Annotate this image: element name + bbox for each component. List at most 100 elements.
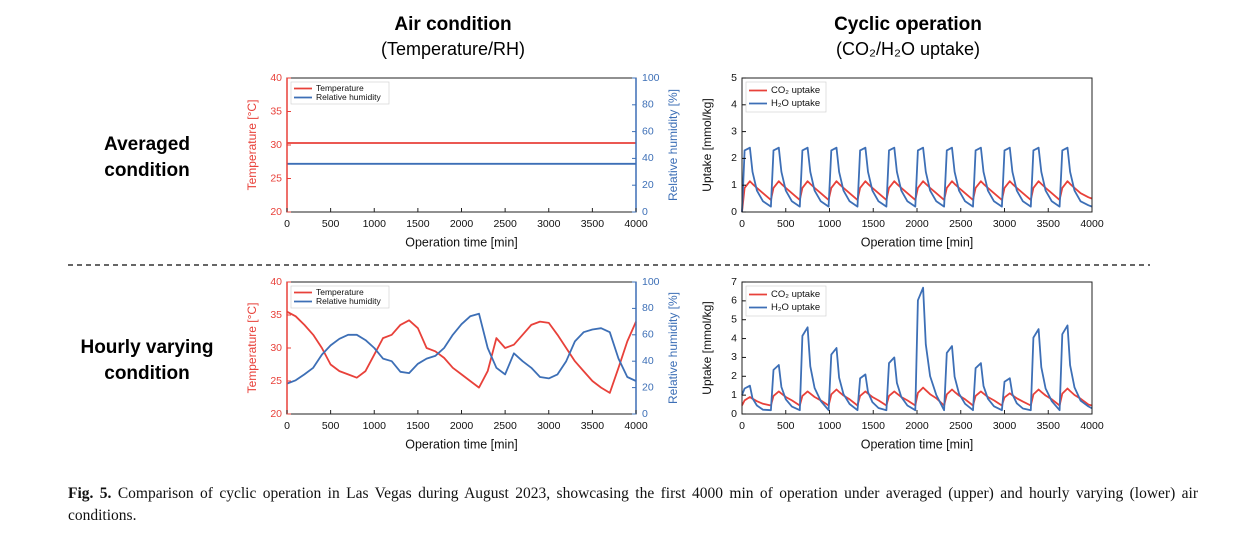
y-tick-label: 3 bbox=[731, 351, 737, 363]
y2-tick-label: 80 bbox=[642, 99, 654, 111]
legend-box bbox=[290, 285, 390, 309]
y-tick-label: 35 bbox=[270, 309, 282, 321]
column-subtitle: (CO₂/H₂O uptake) bbox=[836, 39, 980, 59]
x-tick-label: 2000 bbox=[450, 420, 474, 432]
x-tick-label: 3000 bbox=[993, 218, 1017, 230]
y2-tick-label: 0 bbox=[642, 206, 648, 218]
caption: Fig. 5. Comparison of cyclic operation i… bbox=[68, 483, 1198, 527]
y-tick-label: 25 bbox=[270, 375, 282, 387]
x-tick-label: 0 bbox=[284, 420, 290, 432]
y2-tick-label: 100 bbox=[642, 276, 660, 288]
y-tick-label: 5 bbox=[731, 313, 737, 325]
x-tick-label: 2000 bbox=[905, 218, 929, 230]
y-axis-label: Temperature [°C] bbox=[245, 303, 259, 394]
y-tick-label: 20 bbox=[270, 408, 282, 420]
legend-label: CO₂ uptake bbox=[771, 85, 820, 96]
x-tick-label: 0 bbox=[739, 218, 745, 230]
x-tick-label: 500 bbox=[322, 218, 340, 230]
y-tick-label: 4 bbox=[731, 99, 737, 111]
column-title: Cyclic operation bbox=[834, 14, 982, 35]
x-tick-label: 500 bbox=[322, 420, 340, 432]
x-tick-label: 1000 bbox=[818, 420, 842, 432]
x-tick-label: 2500 bbox=[949, 420, 973, 432]
y-tick-label: 20 bbox=[270, 206, 282, 218]
y-tick-label: 30 bbox=[270, 139, 282, 151]
x-tick-label: 2500 bbox=[493, 420, 517, 432]
legend-label: H₂O uptake bbox=[771, 302, 820, 313]
x-tick-label: 1000 bbox=[363, 218, 387, 230]
x-tick-label: 4000 bbox=[1080, 420, 1104, 432]
series-line bbox=[286, 310, 637, 394]
x-tick-label: 0 bbox=[739, 420, 745, 432]
y2-tick-label: 40 bbox=[642, 355, 654, 367]
legend-label: CO₂ uptake bbox=[771, 289, 820, 300]
y2-tick-label: 20 bbox=[642, 381, 654, 393]
x-tick-label: 3000 bbox=[993, 420, 1017, 432]
x-tick-label: 2000 bbox=[905, 420, 929, 432]
x-tick-label: 1500 bbox=[406, 218, 430, 230]
legend-box bbox=[745, 81, 827, 113]
y-tick-label: 35 bbox=[270, 105, 282, 117]
y2-axis-label: Relative humidity [%] bbox=[666, 292, 680, 404]
x-tick-label: 3000 bbox=[537, 420, 561, 432]
legend-label: Relative humidity bbox=[316, 296, 381, 306]
row-label: Averaged bbox=[104, 134, 190, 155]
y-tick-label: 30 bbox=[270, 342, 282, 354]
y-tick-label: 5 bbox=[731, 72, 737, 84]
x-tick-label: 1000 bbox=[363, 420, 387, 432]
series-line bbox=[286, 312, 637, 385]
y2-tick-label: 40 bbox=[642, 152, 654, 164]
x-tick-label: 3500 bbox=[581, 420, 605, 432]
y2-tick-label: 60 bbox=[642, 125, 654, 137]
series-line bbox=[741, 386, 1093, 407]
x-tick-label: 0 bbox=[284, 218, 290, 230]
y-tick-label: 1 bbox=[731, 179, 737, 191]
x-tick-label: 2500 bbox=[949, 218, 973, 230]
x-tick-label: 1000 bbox=[818, 218, 842, 230]
x-axis-label: Operation time [min] bbox=[861, 235, 974, 249]
legend-label: Relative humidity bbox=[316, 92, 381, 102]
x-tick-label: 1500 bbox=[862, 420, 886, 432]
x-tick-label: 3000 bbox=[537, 218, 561, 230]
y2-tick-label: 80 bbox=[642, 302, 654, 314]
column-title: Air condition bbox=[394, 14, 511, 35]
x-tick-label: 1500 bbox=[862, 218, 886, 230]
x-tick-label: 2000 bbox=[450, 218, 474, 230]
series-line bbox=[741, 286, 1093, 412]
legend-label: H₂O uptake bbox=[771, 98, 820, 109]
legend-box bbox=[745, 285, 827, 317]
y-tick-label: 40 bbox=[270, 72, 282, 84]
x-tick-label: 3500 bbox=[1037, 420, 1061, 432]
y-axis-label: Uptake [mmol/kg] bbox=[700, 301, 714, 394]
x-tick-label: 4000 bbox=[1080, 218, 1104, 230]
x-axis-label: Operation time [min] bbox=[861, 437, 974, 451]
y-tick-label: 0 bbox=[731, 408, 737, 420]
x-tick-label: 3500 bbox=[581, 218, 605, 230]
y-tick-label: 3 bbox=[731, 125, 737, 137]
legend-label: Temperature bbox=[316, 287, 364, 297]
y-tick-label: 2 bbox=[731, 370, 737, 382]
x-tick-label: 2500 bbox=[493, 218, 517, 230]
y-tick-label: 2 bbox=[731, 152, 737, 164]
caption-label: Fig. 5. bbox=[68, 485, 112, 502]
x-tick-label: 3500 bbox=[1037, 218, 1061, 230]
charts: Air condition (Temperature/RH) Cyclic op… bbox=[68, 14, 1150, 451]
x-tick-label: 500 bbox=[777, 218, 795, 230]
y2-tick-label: 0 bbox=[642, 408, 648, 420]
y-tick-label: 4 bbox=[731, 332, 737, 344]
row-label: Hourly varying bbox=[80, 337, 213, 358]
y2-tick-label: 60 bbox=[642, 329, 654, 341]
column-subtitle: (Temperature/RH) bbox=[381, 39, 525, 59]
y-tick-label: 1 bbox=[731, 389, 737, 401]
caption-text: Comparison of cyclic operation in Las Ve… bbox=[68, 485, 1198, 524]
series-line bbox=[741, 146, 1093, 213]
x-tick-label: 500 bbox=[777, 420, 795, 432]
y-axis-label: Temperature [°C] bbox=[245, 100, 259, 191]
y2-axis-label: Relative humidity [%] bbox=[666, 89, 680, 201]
y-tick-label: 40 bbox=[270, 276, 282, 288]
x-tick-label: 4000 bbox=[624, 218, 648, 230]
x-axis-label: Operation time [min] bbox=[405, 235, 518, 249]
y-tick-label: 25 bbox=[270, 172, 282, 184]
y2-tick-label: 20 bbox=[642, 179, 654, 191]
